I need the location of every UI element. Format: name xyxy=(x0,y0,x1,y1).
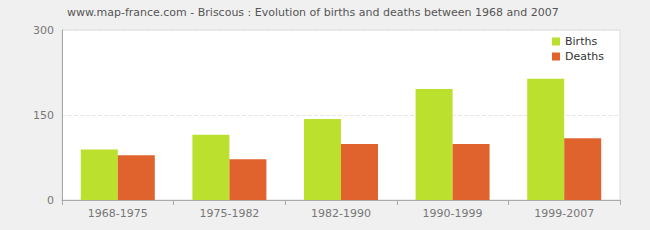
svg-text:Deaths: Deaths xyxy=(565,50,604,63)
svg-text:0: 0 xyxy=(47,194,54,207)
svg-text:1990-1999: 1990-1999 xyxy=(423,207,483,220)
svg-text:1968-1975: 1968-1975 xyxy=(88,207,148,220)
svg-text:1982-1990: 1982-1990 xyxy=(311,207,371,220)
svg-text:300: 300 xyxy=(33,24,54,37)
svg-text:Births: Births xyxy=(565,35,597,48)
svg-text:150: 150 xyxy=(33,109,54,122)
svg-text:1975-1982: 1975-1982 xyxy=(199,207,259,220)
svg-text:1999-2007: 1999-2007 xyxy=(534,207,594,220)
svg-text:www.map-france.com - Briscous: www.map-france.com - Briscous : Evolutio… xyxy=(67,6,559,19)
